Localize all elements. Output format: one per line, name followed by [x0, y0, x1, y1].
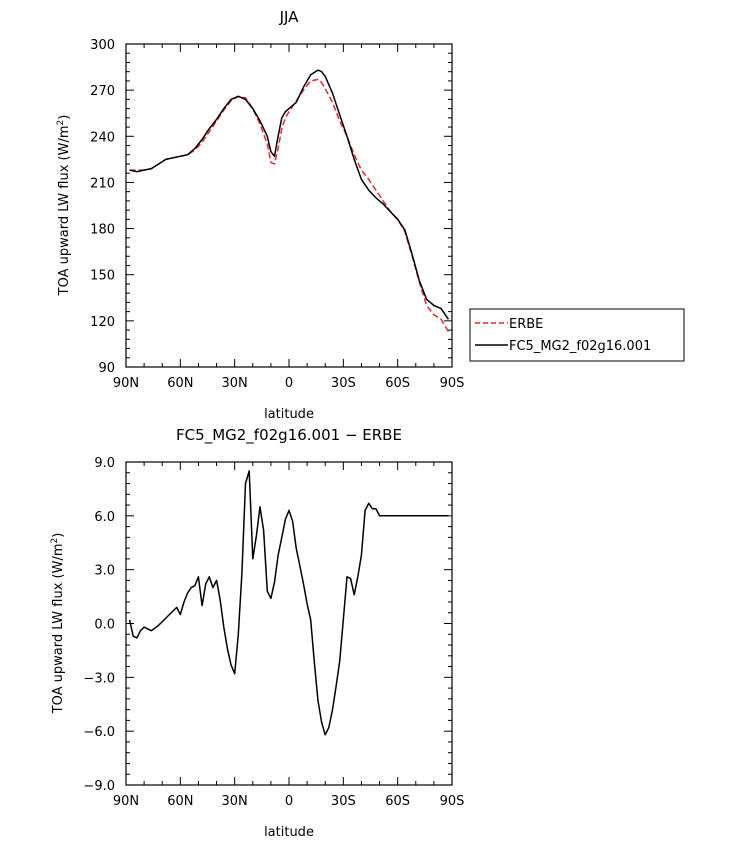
top-y-tick-label: 180	[90, 223, 115, 238]
top-x-tick-label: 60S	[385, 376, 410, 391]
top-y-tick-label: 120	[90, 315, 115, 330]
top-chart-panel: JJA 90N 60N 30N 0 30S 60S 90S 90 120 150 180 210 240…	[56, 8, 685, 422]
top-chart-title: JJA	[279, 8, 300, 26]
top-series-group	[129, 69, 450, 332]
bottom-x-tick-label: 60N	[167, 794, 193, 809]
legend-model-label: FC5_MG2_f02g16.001	[509, 339, 651, 354]
legend-erbe-label: ERBE	[509, 317, 543, 332]
bottom-series-line-0	[128, 470, 449, 736]
bottom-axis-ticks: 90N 60N 30N 0 30S 60S 90S −9.0 −6.0 −3.0 0.0 3.0 6.0…	[83, 456, 464, 809]
top-y-tick-label: 270	[90, 84, 115, 99]
bottom-y-tick-label: 0.0	[94, 618, 115, 633]
top-y-tick-label: 300	[90, 38, 115, 53]
top-y-tick-label: 150	[90, 269, 115, 284]
bottom-y-tick-label: −9.0	[83, 779, 115, 794]
top-y-axis-label: TOA upward LW flux (W/m2)	[56, 115, 72, 297]
top-y-tick-label: 240	[90, 130, 115, 145]
bottom-y-axis-label: TOA upward LW flux (W/m2)	[50, 533, 66, 715]
top-x-tick-label: 60N	[167, 376, 193, 391]
top-x-tick-label: 90S	[440, 376, 465, 391]
bottom-series-group	[128, 470, 449, 736]
bottom-x-tick-label: 90S	[440, 794, 465, 809]
top-axis-ticks: 90N 60N 30N 0 30S 60S 90S 90 120 150 180 210 240 270 3…	[90, 38, 464, 391]
top-x-tick-label: 90N	[113, 376, 139, 391]
bottom-y-tick-label: −6.0	[83, 725, 115, 740]
bottom-chart-panel: FC5_MG2_f02g16.001 − ERBE 90N 60N 30N 0 30S 6…	[50, 426, 464, 840]
bottom-x-tick-label: 0	[285, 794, 293, 809]
top-x-tick-label: 30N	[222, 376, 248, 391]
top-y-tick-label: 90	[98, 361, 115, 376]
top-x-tick-label: 30S	[331, 376, 356, 391]
top-x-tick-label: 0	[285, 376, 293, 391]
legend: ERBE FC5_MG2_f02g16.001	[469, 308, 685, 362]
bottom-x-tick-label: 30N	[222, 794, 248, 809]
legend-box	[469, 308, 685, 362]
bottom-x-axis-label: latitude	[264, 825, 314, 840]
bottom-x-tick-label: 30S	[331, 794, 356, 809]
top-x-axis-label: latitude	[264, 407, 314, 422]
bottom-x-tick-label: 60S	[385, 794, 410, 809]
bottom-y-tick-label: 9.0	[94, 456, 115, 471]
top-y-tick-label: 210	[90, 176, 115, 191]
bottom-x-tick-label: 90N	[113, 794, 139, 809]
bottom-y-tick-label: 3.0	[94, 564, 115, 579]
bottom-y-tick-label: −3.0	[83, 671, 115, 686]
bottom-y-tick-label: 6.0	[94, 510, 115, 525]
bottom-chart-title: FC5_MG2_f02g16.001 − ERBE	[176, 426, 402, 445]
top-series-line-1	[129, 69, 450, 320]
